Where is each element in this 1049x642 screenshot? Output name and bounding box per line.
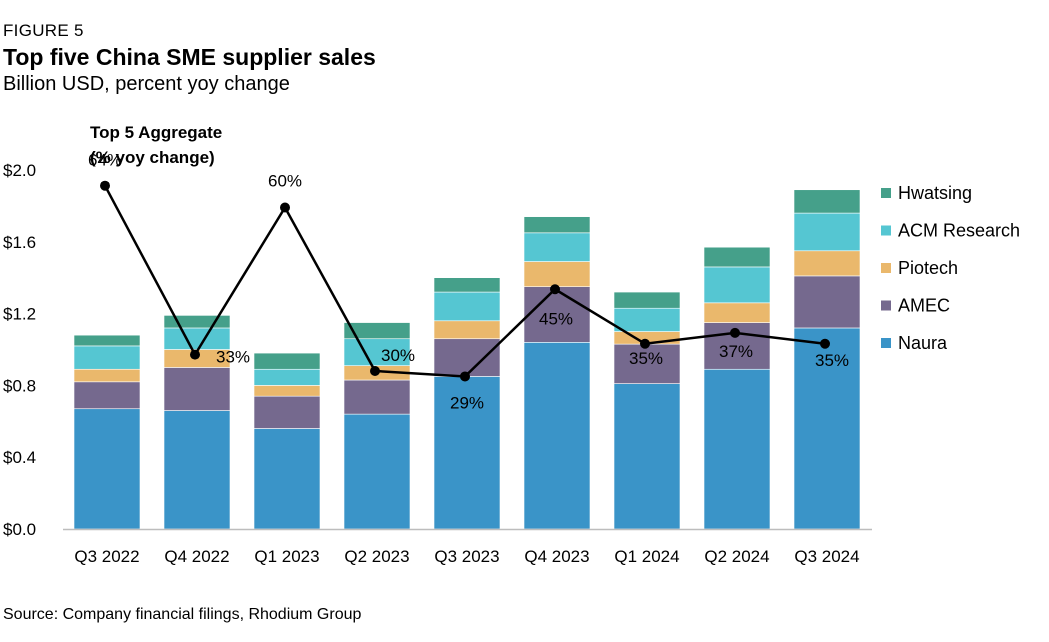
bar-segment-hwatsing <box>253 352 321 370</box>
line-annotation-line2: (% yoy change) <box>90 148 215 167</box>
y-tick-label: $2.0 <box>3 161 36 180</box>
bar-segment-acm-research <box>343 338 411 366</box>
bar-segment-amec <box>343 379 411 415</box>
bar-segment-hwatsing <box>703 246 771 268</box>
bar-segment-piotech <box>523 261 591 287</box>
yoy-marker <box>100 180 110 191</box>
yoy-line: 64% 33% 60% 30% 29% 45% 35% 37% 35% <box>88 151 849 413</box>
bar-segment-acm-research <box>613 307 681 332</box>
bar-segment-naura <box>613 383 681 530</box>
bar-segment-hwatsing <box>343 322 411 340</box>
bar-segment-acm-research <box>523 232 591 262</box>
yoy-marker <box>820 338 830 349</box>
bar-segment-acm-research <box>703 266 771 304</box>
y-tick-label: $1.2 <box>3 305 36 324</box>
yoy-data-label: 64% <box>88 151 122 170</box>
bar-segment-hwatsing <box>523 216 591 234</box>
yoy-marker <box>190 349 200 360</box>
y-tick-label: $1.6 <box>3 233 36 252</box>
bar-segment-acm-research <box>253 368 321 386</box>
bar-segment-piotech <box>433 320 501 340</box>
chart-subtitle: Billion USD, percent yoy change <box>3 73 290 95</box>
bar-segment-hwatsing <box>793 189 861 214</box>
y-tick-label: $0.8 <box>3 376 36 395</box>
line-annotation-line1: Top 5 Aggregate <box>90 123 222 142</box>
bar-segment-naura <box>73 408 141 530</box>
legend-label: Naura <box>898 333 948 353</box>
legend-swatch-acm-research <box>881 225 891 236</box>
yoy-data-label: 45% <box>539 309 573 328</box>
bar-segment-acm-research <box>433 291 501 322</box>
bars <box>73 189 861 530</box>
bar-segment-hwatsing <box>613 291 681 309</box>
yoy-data-label: 29% <box>450 393 484 412</box>
yoy-marker <box>640 338 650 349</box>
bar-segment-piotech <box>703 302 771 323</box>
bar-segment-naura <box>433 376 501 530</box>
x-tick-label: Q3 2024 <box>794 547 859 566</box>
legend-label: ACM Research <box>898 221 1020 241</box>
x-tick-label: Q1 2023 <box>254 547 319 566</box>
source-note: Source: Company financial filings, Rhodi… <box>3 606 362 623</box>
x-axis: Q3 2022 Q4 2022 Q1 2023 Q2 2023 Q3 2023 Q4 20… <box>63 528 872 566</box>
y-tick-label: $0.0 <box>3 520 36 539</box>
x-tick-label: Q4 2022 <box>164 547 229 566</box>
bar-segment-amec <box>793 275 861 329</box>
chart-title: Top five China SME supplier sales <box>3 44 376 70</box>
bar-segment-amec <box>253 395 321 429</box>
x-tick-label: Q1 2024 <box>614 547 679 566</box>
bar-segment-piotech <box>253 385 321 397</box>
y-axis: $0.0 $0.4 $0.8 $1.2 $1.6 $2.0 <box>3 161 36 539</box>
x-tick-label: Q2 2023 <box>344 547 409 566</box>
yoy-marker <box>730 327 740 338</box>
bar-segment-hwatsing <box>73 334 141 347</box>
bar-segment-amec <box>163 367 231 411</box>
legend-label: AMEC <box>898 296 950 316</box>
legend-label: Piotech <box>898 258 958 278</box>
legend-swatch-piotech <box>881 263 891 273</box>
yoy-marker <box>280 202 290 213</box>
yoy-data-label: 35% <box>629 349 663 368</box>
bar-segment-acm-research <box>163 327 231 350</box>
legend-swatch-hwatsing <box>881 188 891 198</box>
bar-segment-piotech <box>73 368 141 383</box>
legend-swatch-naura <box>881 338 891 348</box>
x-tick-label: Q3 2022 <box>74 547 139 566</box>
y-tick-label: $0.4 <box>3 448 36 467</box>
bar-segment-naura <box>343 413 411 530</box>
yoy-marker <box>550 284 560 295</box>
bar-segment-amec <box>433 338 501 377</box>
bar-segment-amec <box>523 286 591 343</box>
x-tick-label: Q4 2023 <box>524 547 589 566</box>
bar-segment-naura <box>523 342 591 530</box>
bar-segment-piotech <box>793 250 861 277</box>
figure-label: FIGURE 5 <box>3 21 84 40</box>
yoy-data-label: 33% <box>216 348 250 367</box>
bar-segment-hwatsing <box>433 277 501 293</box>
bar-segment-acm-research <box>73 345 141 370</box>
legend-swatch-amec <box>881 300 891 311</box>
yoy-data-label: 30% <box>381 346 415 365</box>
yoy-data-label: 35% <box>815 351 849 370</box>
bar-segment-naura <box>793 327 861 530</box>
yoy-marker <box>370 366 380 376</box>
legend-label: Hwatsing <box>898 183 972 203</box>
x-tick-label: Q2 2024 <box>704 547 769 566</box>
bar-segment-amec <box>73 381 141 410</box>
bar-segment-naura <box>253 428 321 530</box>
legend: Hwatsing ACM Research Piotech AMEC Naura <box>881 183 1020 353</box>
bar-segment-naura <box>163 410 231 530</box>
x-tick-label: Q3 2023 <box>434 547 499 566</box>
bar-segment-naura <box>703 368 771 530</box>
yoy-marker <box>460 371 470 382</box>
yoy-data-label: 60% <box>268 172 302 191</box>
bar-segment-acm-research <box>793 212 861 252</box>
yoy-data-label: 37% <box>719 342 753 361</box>
